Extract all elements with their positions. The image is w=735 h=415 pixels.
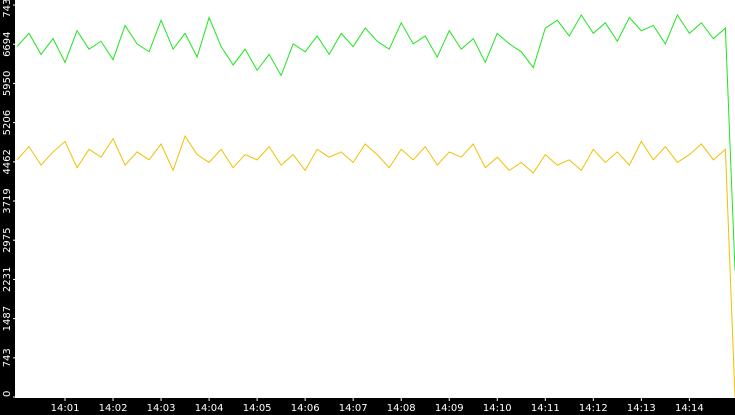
x-tick-label: 14:03 (147, 403, 176, 414)
x-tick-label: 14:10 (483, 403, 512, 414)
x-tick-label: 14:09 (435, 403, 464, 414)
x-axis-band (0, 398, 735, 415)
y-tick-label: 4462 (2, 149, 13, 174)
x-tick-label: 14:06 (291, 403, 320, 414)
y-tick-label: 743 (2, 348, 13, 367)
line-series (16, 13, 735, 271)
x-tick-label: 14:07 (339, 403, 368, 414)
y-tick-label: 2231 (2, 267, 13, 292)
x-tick-label: 14:12 (579, 403, 608, 414)
x-tick-label: 14:13 (627, 403, 656, 414)
x-tick-label: 14:01 (51, 403, 80, 414)
x-tick-label: 14:04 (195, 403, 224, 414)
line-series (16, 134, 735, 398)
x-tick-label: 14:14 (675, 403, 704, 414)
x-tick-label: 14:08 (387, 403, 416, 414)
y-tick-label: 6694 (2, 31, 13, 56)
y-tick-label: 1487 (2, 306, 13, 331)
y-tick-label: 2975 (2, 227, 13, 252)
y-tick-label: 0 (2, 391, 13, 397)
x-tick-label: 14:11 (531, 403, 560, 414)
x-tick-label: 14:05 (243, 403, 272, 414)
y-tick-label: 5206 (2, 110, 13, 135)
y-tick-label: 5950 (2, 71, 13, 96)
y-axis-band (0, 0, 15, 415)
y-tick-label: 7438 (2, 0, 13, 18)
x-tick-label: 14:02 (99, 403, 128, 414)
y-tick-label: 3719 (2, 188, 13, 213)
